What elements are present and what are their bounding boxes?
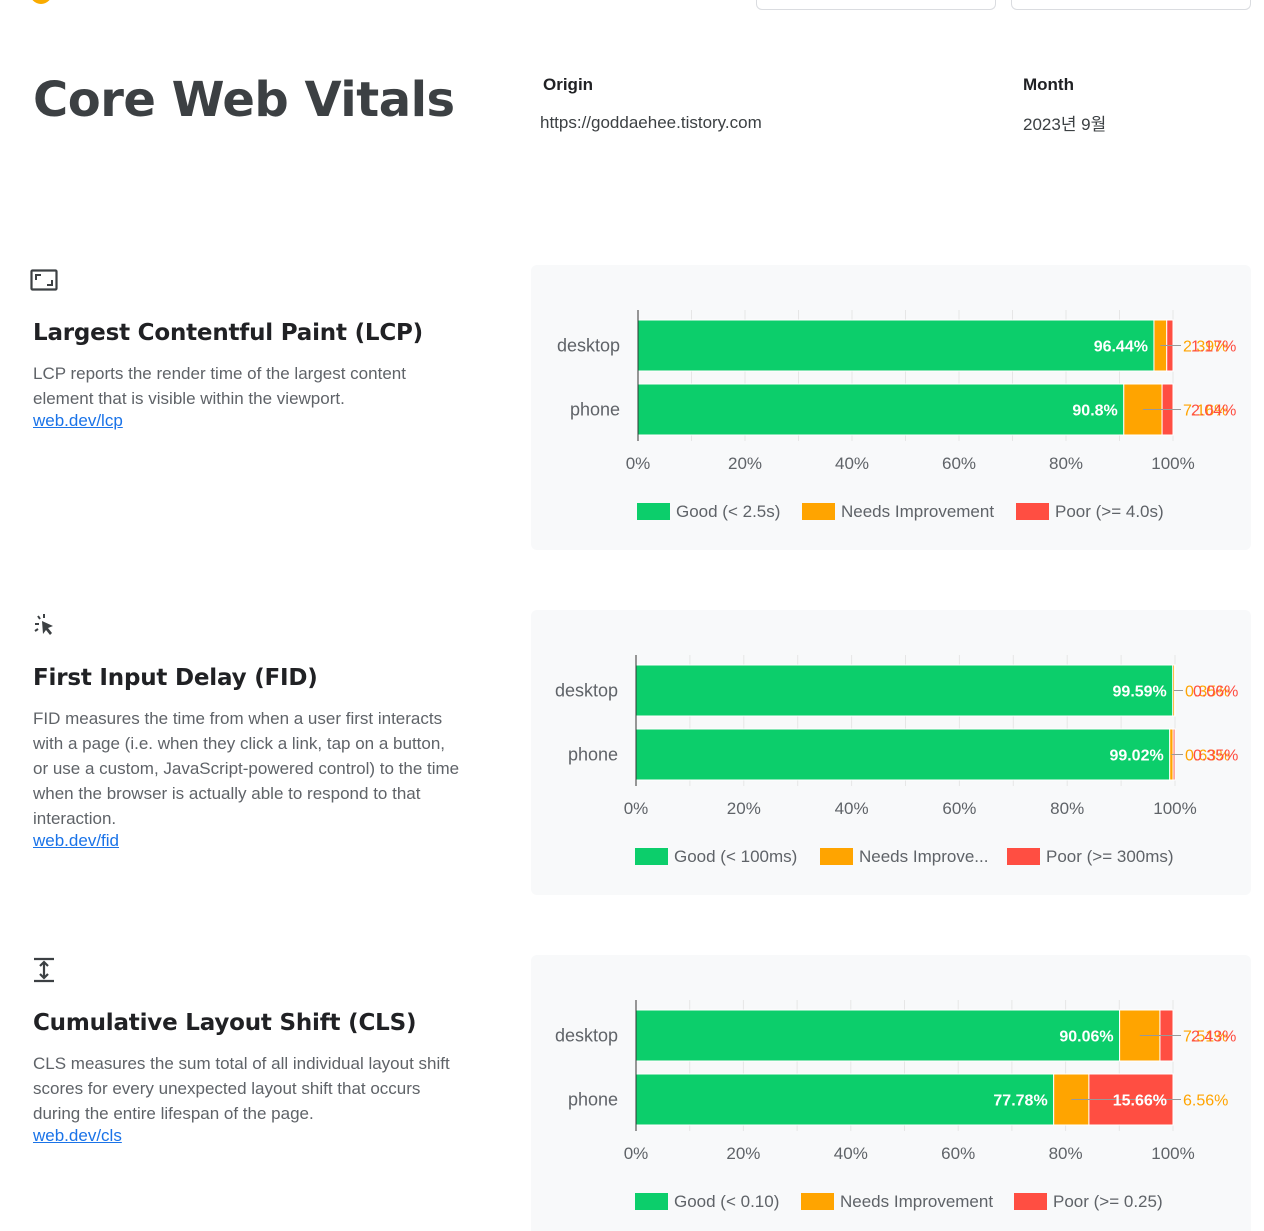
- cls-description: CLS measures the sum total of all indivi…: [33, 1054, 450, 1123]
- x-tick-label: 40%: [835, 454, 869, 473]
- x-tick-label: 80%: [1050, 799, 1084, 818]
- data-label-good-phone: 90.8%: [1072, 403, 1117, 420]
- origin-label: Origin: [543, 75, 594, 94]
- legend-label-2: Poor (>= 300ms): [1046, 847, 1174, 866]
- data-label-poor-desktop: 0.06%: [1193, 684, 1238, 701]
- lcp-description: LCP reports the render time of the large…: [33, 364, 406, 408]
- cls-link[interactable]: web.dev/cls: [33, 1126, 122, 1145]
- category-label-desktop: desktop: [555, 681, 618, 701]
- bar-desktop-0: [635, 1009, 1121, 1062]
- x-tick-label: 80%: [1049, 1144, 1083, 1163]
- x-tick-label: 100%: [1151, 454, 1194, 473]
- fid-chart: desktop 99.59% 0.35% 0.06% phone 99.02% 0.63% 0…: [531, 610, 1251, 895]
- data-label-ni-phone: 0.63%: [1185, 748, 1230, 765]
- lcp-chart: desktop 96.44% 2.39% 1.17% phone 90.8% 7.16% 2.…: [531, 265, 1251, 550]
- fid-link[interactable]: web.dev/fid: [33, 831, 119, 850]
- x-tick-label: 60%: [941, 1144, 975, 1163]
- legend-swatch-2: [1014, 1193, 1047, 1210]
- fid-chart-svg: desktop 99.59% 0.35%0.06%phone 99.02% 0.63%0…: [555, 655, 1238, 866]
- fid-pointer-icon: [34, 614, 53, 635]
- category-label-phone: phone: [570, 400, 620, 420]
- x-tick-label: 60%: [942, 799, 976, 818]
- legend-swatch-2: [1007, 848, 1040, 865]
- legend-label-1: Needs Improve...: [859, 847, 988, 866]
- data-label-poor-desktop: 2.43%: [1191, 1029, 1236, 1046]
- bar-desktop-0: [635, 664, 1174, 717]
- x-tick-label: 0%: [624, 1144, 649, 1163]
- x-tick-label: 80%: [1049, 454, 1083, 473]
- x-tick-label: 0%: [626, 454, 651, 473]
- legend-label-1: Needs Improvement: [840, 1192, 993, 1211]
- x-tick-label: 20%: [728, 454, 762, 473]
- month-label: Month: [1023, 75, 1074, 94]
- data-label-ni-phone: 7.16%: [1183, 403, 1228, 420]
- x-tick-label: 100%: [1153, 799, 1196, 818]
- origin-select[interactable]: [756, 0, 996, 10]
- legend-swatch-1: [801, 1193, 834, 1210]
- legend-swatch-0: [635, 1193, 668, 1210]
- origin-value: https://goddaehee.tistory.com: [540, 113, 762, 132]
- legend-swatch-2: [1016, 503, 1049, 520]
- x-tick-label: 20%: [727, 799, 761, 818]
- data-label-ni-desktop: 2.39%: [1183, 339, 1228, 356]
- data-label-poor-desktop: 1.17%: [1191, 339, 1236, 356]
- legend-label-2: Poor (>= 4.0s): [1055, 502, 1164, 521]
- lcp-frame-icon: [30, 269, 58, 291]
- legend-label-2: Poor (>= 0.25): [1053, 1192, 1163, 1211]
- bar-desktop-0: [637, 319, 1155, 372]
- cls-title: Cumulative Layout Shift (CLS): [33, 1010, 417, 1036]
- lcp-title: Largest Contentful Paint (LCP): [33, 320, 423, 346]
- data-label-ni-desktop: 7.51%: [1183, 1029, 1228, 1046]
- data-label-good-desktop: 90.06%: [1059, 1029, 1113, 1046]
- legend-swatch-0: [635, 848, 668, 865]
- data-label-poor-phone: 0.35%: [1193, 748, 1238, 765]
- category-label-desktop: desktop: [557, 336, 620, 356]
- x-tick-label: 40%: [835, 799, 869, 818]
- category-label-phone: phone: [568, 745, 618, 765]
- legend-swatch-1: [802, 503, 835, 520]
- legend-swatch-0: [637, 503, 670, 520]
- fid-description: FID measures the time from when a user f…: [33, 709, 460, 828]
- x-tick-label: 40%: [834, 1144, 868, 1163]
- data-label-poor-phone: 2.04%: [1191, 403, 1236, 420]
- data-label-good-desktop: 99.59%: [1113, 684, 1167, 701]
- cls-chart: desktop 90.06% 7.51% 2.43% phone 77.78% 6.56% 1…: [531, 955, 1251, 1231]
- month-select[interactable]: [1011, 0, 1251, 10]
- x-tick-label: 0%: [624, 799, 649, 818]
- legend-label-0: Good (< 100ms): [674, 847, 797, 866]
- data-label-good-phone: 99.02%: [1109, 748, 1163, 765]
- bar-phone-0: [637, 383, 1125, 436]
- category-label-desktop: desktop: [555, 1026, 618, 1046]
- page-title: Core Web Vitals: [33, 72, 455, 128]
- legend-label-1: Needs Improvement: [841, 502, 994, 521]
- legend-label-0: Good (< 0.10): [674, 1192, 779, 1211]
- cls-chart-svg: desktop 90.06% 7.51%2.43% phone 77.78% 6.56% 1…: [555, 1000, 1236, 1211]
- bar-phone-0: [635, 728, 1171, 781]
- data-label-poor-phone: 15.66%: [1113, 1093, 1167, 1110]
- month-value: 2023년 9월: [1023, 115, 1107, 134]
- legend-label-0: Good (< 2.5s): [676, 502, 780, 521]
- data-label-ni-phone: 6.56%: [1183, 1093, 1228, 1110]
- lcp-link[interactable]: web.dev/lcp: [33, 411, 123, 430]
- x-tick-label: 20%: [726, 1144, 760, 1163]
- bar-phone-0: [635, 1073, 1055, 1126]
- fid-title: First Input Delay (FID): [33, 665, 318, 691]
- x-tick-label: 100%: [1151, 1144, 1194, 1163]
- cls-shift-icon: [34, 957, 54, 983]
- data-label-ni-desktop: 0.35%: [1185, 684, 1230, 701]
- legend-swatch-1: [820, 848, 853, 865]
- data-label-good-phone: 77.78%: [993, 1093, 1047, 1110]
- lcp-chart-svg: desktop 96.44% 2.39%1.17% phone 90.8% 7.16%2.…: [557, 310, 1236, 521]
- x-tick-label: 60%: [942, 454, 976, 473]
- category-label-phone: phone: [568, 1090, 618, 1110]
- logo-icon: [30, 0, 52, 4]
- data-label-good-desktop: 96.44%: [1094, 339, 1148, 356]
